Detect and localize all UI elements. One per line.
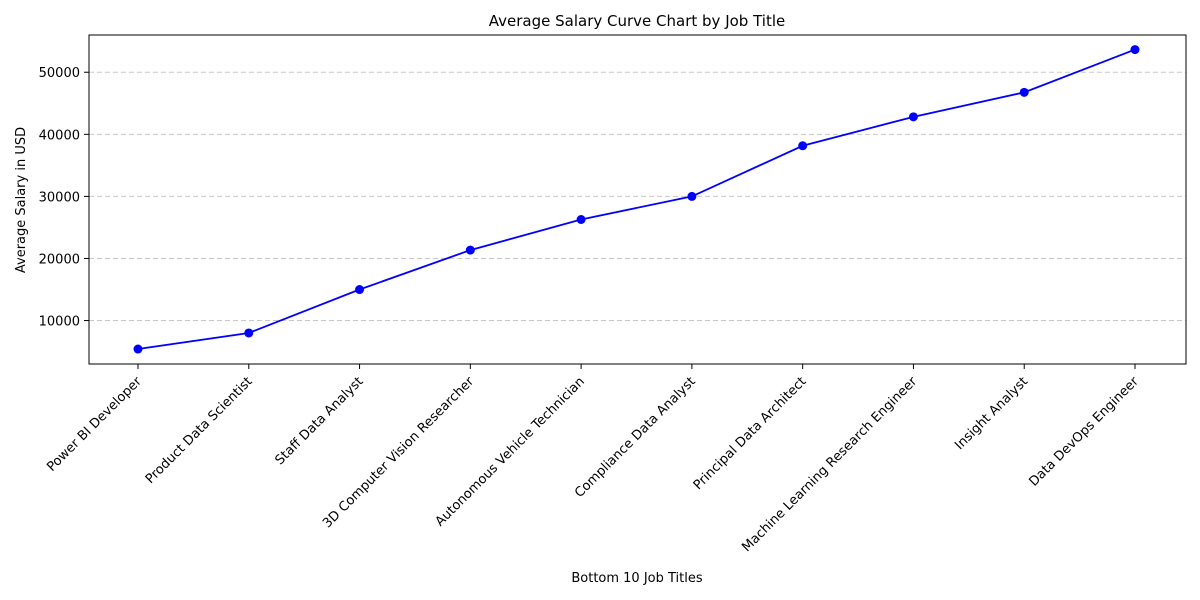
data-point	[908, 112, 918, 122]
data-point	[465, 245, 475, 255]
data-point	[576, 215, 586, 225]
data-point	[687, 191, 697, 201]
plot-frame	[88, 34, 1187, 365]
data-point	[244, 328, 254, 338]
data-point	[355, 285, 365, 295]
series-line	[137, 48, 1136, 350]
x-tick-label: Compliance Data Analyst	[572, 374, 699, 501]
plot-border	[88, 34, 1187, 365]
x-tick-label: Product Data Scientist	[143, 374, 256, 487]
chart-title: Average Salary Curve Chart by Job Title	[489, 12, 785, 30]
x-tick-label: Data DevOps Engineer	[1026, 374, 1142, 490]
x-tick-label: Power BI Developer	[44, 374, 145, 475]
grid-lines	[89, 71, 1186, 322]
data-point	[1019, 87, 1029, 97]
y-tick-label: 20000	[39, 252, 80, 267]
data-point	[1130, 45, 1140, 55]
x-tick-label: Insight Analyst	[952, 374, 1031, 453]
data-point	[798, 141, 808, 151]
series-layer	[133, 45, 1140, 354]
x-tick-label: Staff Data Analyst	[272, 374, 366, 468]
y-tick-label: 30000	[39, 190, 80, 205]
y-axis-ticks: 10000 20000 30000 40000 50000	[39, 66, 89, 330]
x-tick-label: Principal Data Architect	[691, 374, 810, 493]
y-tick-label: 10000	[39, 315, 80, 330]
y-tick-label: 50000	[39, 66, 80, 81]
x-axis-label: Bottom 10 Job Titles	[571, 571, 703, 586]
y-axis-label: Average Salary in USD	[14, 127, 29, 273]
y-tick-label: 40000	[39, 128, 80, 143]
data-point	[133, 344, 143, 354]
x-tick-label: Machine Learning Research Engineer	[739, 374, 920, 555]
